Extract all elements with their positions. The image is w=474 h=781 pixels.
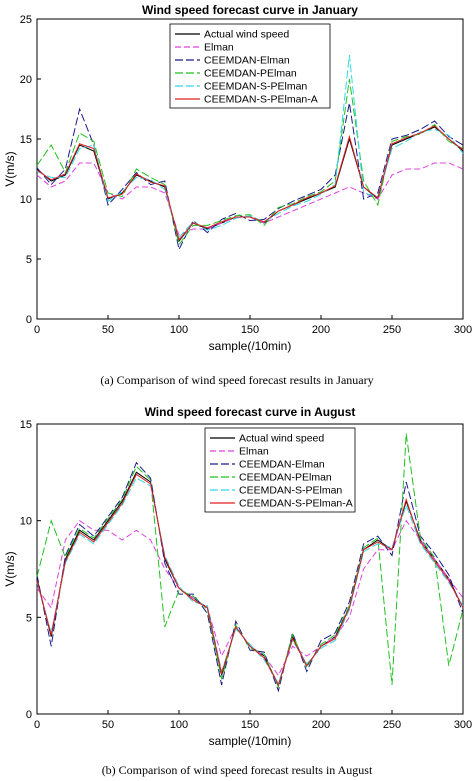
chart-january-title: Wind speed forecast curve in January: [142, 3, 358, 17]
chart-august-series-group: [36, 433, 464, 693]
chart-august-xtick-label: 0: [34, 719, 40, 731]
chart-january-ytick-label: 25: [20, 14, 32, 26]
chart-january-ytick-label: 10: [20, 194, 32, 206]
chart-august-ylabel: V(m/s): [3, 551, 17, 586]
chart-january-legend-label: Elman: [204, 42, 234, 54]
chart-january-legend-label: Actual wind speed: [204, 29, 289, 41]
chart-august-legend-label: CEEMDAN-S-PElman: [239, 485, 342, 497]
chart-august-legend-label: CEEMDAN-S-PElman-A: [239, 498, 353, 510]
chart-august-legend-label: Actual wind speed: [239, 433, 324, 445]
chart-august-xtick-label: 150: [241, 719, 259, 731]
chart-august: Wind speed forecast curve in August 0 50 1…: [3, 405, 472, 777]
chart-january-xtick-label: 150: [241, 324, 259, 336]
chart-august-series-line: [36, 461, 464, 693]
chart-august-legend-box: [204, 427, 356, 513]
chart-january-ytick-label: 15: [20, 134, 32, 146]
chart-january-ytick-label: 0: [26, 314, 32, 326]
chart-august-ytick-label: 10: [20, 516, 32, 528]
chart-january-series-line: [36, 102, 464, 251]
chart-august-series-line: [36, 519, 464, 677]
chart-january: Wind speed forecast curve in January 0 50…: [3, 3, 472, 387]
chart-january-y-axis: 0 5 10 15 20 25: [20, 14, 41, 326]
chart-january-series-line: [36, 78, 464, 246]
chart-january-ytick-label: 5: [26, 254, 32, 266]
chart-january-series-group: [36, 54, 464, 251]
chart-january-ylabel: V(m/s): [3, 151, 17, 186]
chart-january-legend-box: [169, 23, 331, 109]
chart-august-caption: (b) Comparison of wind speed forecast re…: [102, 763, 373, 777]
chart-august-series-line: [36, 477, 464, 685]
chart-january-xtick-label: 250: [383, 324, 401, 336]
chart-august-legend-label: Elman: [239, 446, 269, 458]
chart-january-legend: Actual wind speedElmanCEEMDAN-ElmanCEEMD…: [169, 23, 331, 109]
chart-january-x-axis: 0 50 100 150 200 250 300: [34, 315, 472, 336]
chart-august-ytick-label: 0: [26, 709, 32, 721]
chart-january-xtick-label: 300: [454, 324, 472, 336]
chart-august-xtick-label: 50: [102, 719, 114, 731]
chart-august-xtick-label: 200: [312, 719, 330, 731]
chart-august-x-axis: 0 50 100 150 200 250 300: [34, 710, 472, 731]
chart-august-xlabel: sample(/10min): [209, 734, 292, 748]
chart-january-legend-label: CEEMDAN-PElman: [204, 68, 297, 80]
chart-august-xtick-label: 250: [383, 719, 401, 731]
chart-january-caption: (a) Comparison of wind speed forecast re…: [100, 373, 373, 387]
chart-august-legend-label: CEEMDAN-PElman: [239, 472, 332, 484]
chart-august-ytick-label: 5: [26, 612, 32, 624]
chart-august-title: Wind speed forecast curve in August: [145, 405, 356, 419]
chart-august-legend-label: CEEMDAN-Elman: [239, 459, 325, 471]
chart-january-legend-label: CEEMDAN-Elman: [204, 55, 290, 67]
chart-january-legend-label: CEEMDAN-S-PElman-A: [204, 94, 318, 106]
chart-august-xtick-label: 100: [170, 719, 188, 731]
chart-august-legend: Actual wind speedElmanCEEMDAN-ElmanCEEMD…: [204, 427, 356, 513]
chart-january-xtick-label: 0: [34, 324, 40, 336]
chart-january-series-line: [36, 125, 464, 241]
chart-january-xtick-label: 50: [102, 324, 114, 336]
chart-august-xtick-label: 300: [454, 719, 472, 731]
chart-january-series-line: [36, 126, 464, 243]
chart-august-ytick-label: 15: [20, 419, 32, 431]
chart-august-y-axis: 0 5 10 15: [20, 419, 41, 721]
chart-january-xlabel: sample(/10min): [209, 339, 292, 353]
chart-january-legend-label: CEEMDAN-S-PElman: [204, 81, 307, 93]
chart-january-ytick-label: 20: [20, 74, 32, 86]
chart-january-xtick-label: 200: [312, 324, 330, 336]
chart-january-xtick-label: 100: [170, 324, 188, 336]
chart-january-series-line: [36, 54, 464, 239]
chart-august-series-line: [36, 433, 464, 689]
chart-august-series-line: [36, 473, 464, 687]
